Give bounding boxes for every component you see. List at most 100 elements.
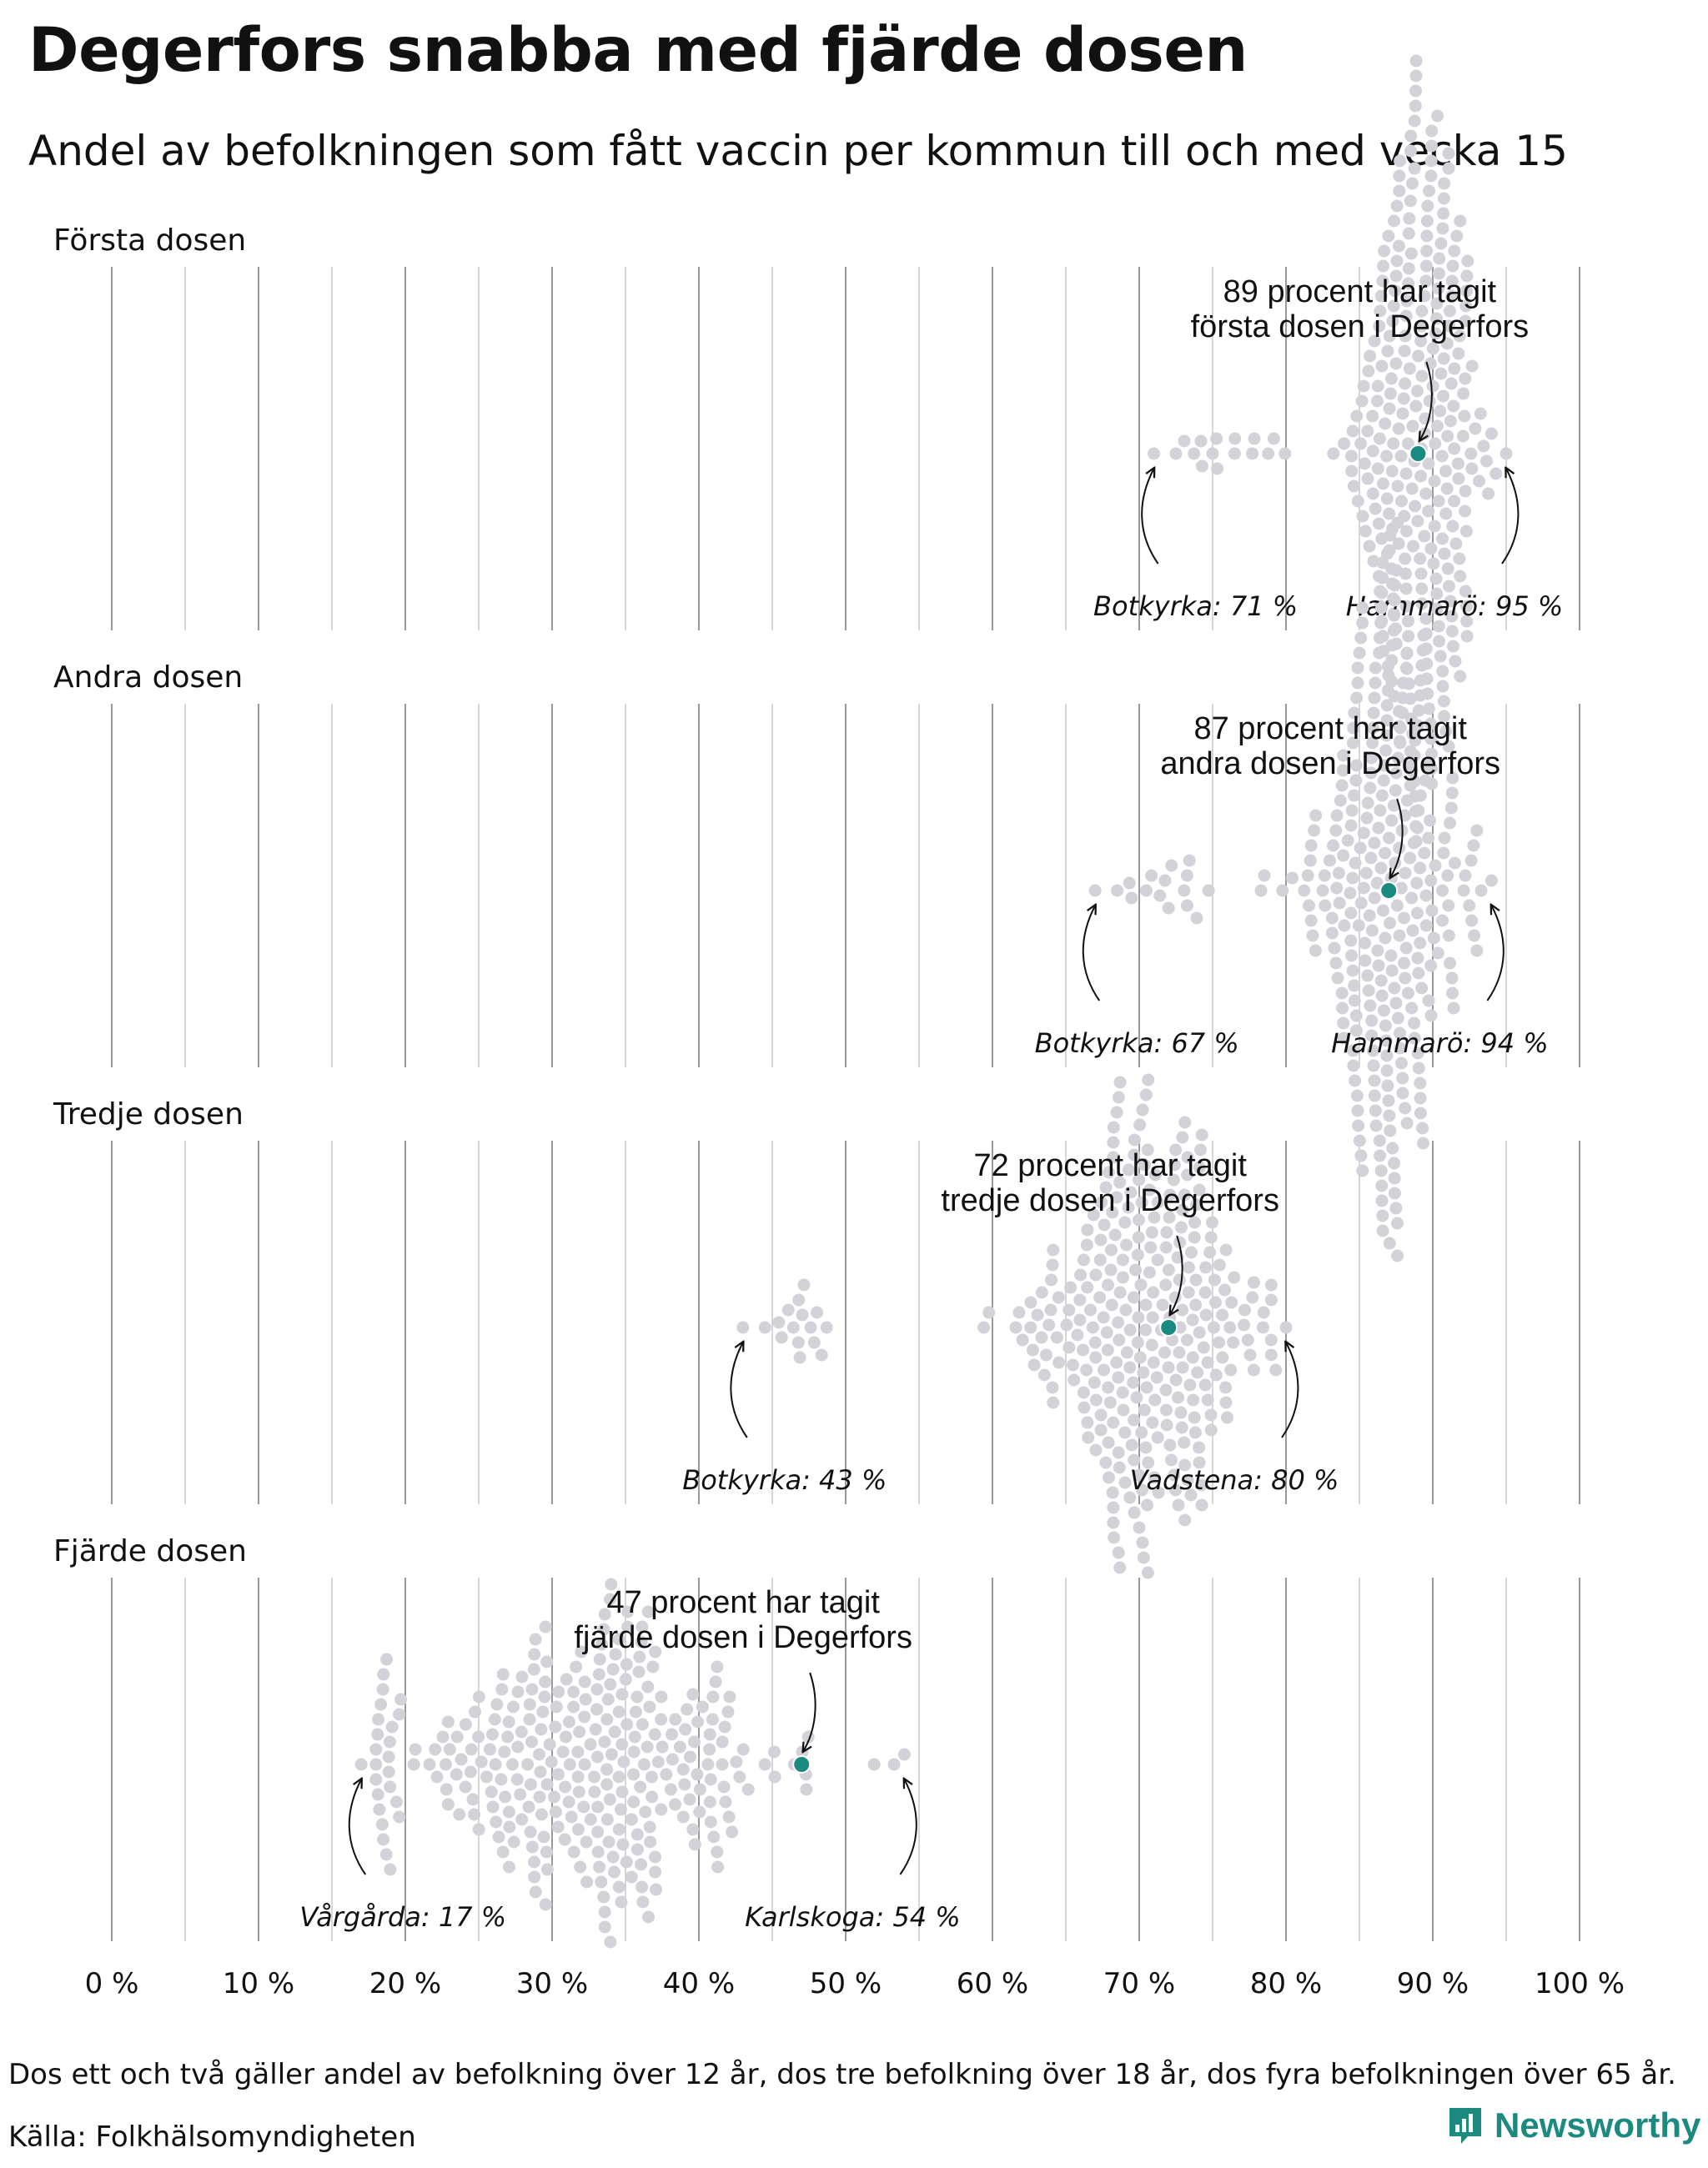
municipality-dot [977, 1321, 991, 1334]
municipality-dot [1267, 432, 1280, 445]
municipality-dot [1400, 524, 1413, 538]
municipality-dot [1202, 884, 1215, 897]
municipality-dot [1473, 474, 1485, 488]
brand-logo[interactable]: Newsworthy [1446, 2105, 1700, 2146]
municipality-dot [1399, 582, 1413, 595]
municipality-dot [635, 1635, 648, 1649]
municipality-dot [1181, 899, 1193, 912]
municipality-dot [1410, 906, 1424, 920]
municipality-dot [1162, 1361, 1175, 1374]
municipality-dot [590, 1683, 604, 1696]
municipality-dot [656, 1740, 669, 1754]
municipality-dot [1219, 1381, 1232, 1394]
municipality-dot [1148, 447, 1161, 460]
municipality-dot [635, 1718, 649, 1731]
municipality-dot [703, 1743, 716, 1756]
municipality-dot [1124, 1186, 1138, 1199]
municipality-dot [628, 1730, 641, 1744]
municipality-dot [1189, 1298, 1203, 1312]
municipality-dot [1452, 472, 1465, 485]
municipality-dot [1145, 1226, 1158, 1239]
municipality-dot [1383, 1237, 1396, 1250]
municipality-dot [1194, 1143, 1207, 1157]
municipality-dot [1404, 194, 1417, 208]
municipality-dot [525, 1735, 538, 1749]
degerfors-dot[interactable] [1159, 1318, 1178, 1337]
municipality-dot [620, 1855, 633, 1869]
municipality-dot [1227, 1336, 1240, 1349]
municipality-dot [1365, 1029, 1379, 1042]
municipality-dot [511, 1740, 525, 1754]
municipality-dot [574, 1860, 587, 1874]
degerfors-dot[interactable] [1409, 444, 1428, 463]
municipality-dot [1415, 659, 1429, 672]
municipality-dot [503, 1820, 516, 1834]
municipality-dot [1391, 479, 1404, 493]
municipality-dot [1123, 876, 1136, 890]
municipality-dot [1146, 1311, 1159, 1324]
municipality-dot [1431, 419, 1444, 433]
municipality-dot [1389, 784, 1402, 797]
municipality-dot [1356, 616, 1369, 630]
municipality-dot [1397, 392, 1410, 405]
min-label: Botkyrka: 43 % [682, 1464, 887, 1496]
municipality-dot [1112, 1316, 1125, 1329]
municipality-dot [1098, 1218, 1111, 1232]
municipality-dot [535, 1808, 548, 1821]
municipality-dot [538, 1690, 551, 1704]
municipality-dot [484, 1743, 496, 1756]
municipality-dot [1178, 1436, 1191, 1449]
municipality-dot [486, 1800, 500, 1814]
municipality-dot [641, 1680, 655, 1694]
callout-line-1: 89 procent har tagit [1223, 274, 1497, 309]
municipality-dot [1356, 509, 1369, 523]
municipality-dot [1459, 504, 1472, 518]
municipality-dot [1064, 1281, 1078, 1294]
municipality-dot [1393, 184, 1406, 198]
degerfors-dot[interactable] [792, 1755, 811, 1774]
municipality-dot [1389, 766, 1403, 780]
municipality-dot [1156, 1298, 1169, 1312]
municipality-dot [440, 1783, 453, 1796]
municipality-dot [1442, 147, 1455, 160]
municipality-dot [1238, 1318, 1250, 1332]
municipality-dot [646, 1790, 659, 1804]
municipality-dot [1380, 699, 1394, 712]
municipality-dot [800, 1783, 813, 1796]
municipality-dot [1176, 1361, 1189, 1374]
municipality-dot [1349, 774, 1363, 787]
municipality-dot [1206, 447, 1219, 460]
municipality-dot [1045, 1273, 1057, 1287]
municipality-dot [1133, 1118, 1147, 1132]
municipality-dot [1373, 319, 1386, 333]
min-label: Botkyrka: 67 % [1035, 1027, 1239, 1059]
municipality-dot [1415, 582, 1429, 595]
municipality-dot [1088, 884, 1102, 897]
municipality-dot [1377, 904, 1389, 917]
municipality-dot [1338, 437, 1351, 450]
municipality-dot [681, 1703, 694, 1716]
municipality-dot [1369, 676, 1382, 690]
municipality-dot [1136, 1103, 1149, 1117]
municipality-dot [1208, 1321, 1220, 1334]
municipality-dot [1345, 464, 1359, 478]
degerfors-dot[interactable] [1379, 881, 1399, 900]
municipality-dot [655, 1690, 668, 1704]
municipality-dot [649, 1850, 661, 1864]
municipality-dot [567, 1845, 580, 1859]
municipality-dot [1442, 162, 1455, 175]
municipality-dot [529, 1633, 542, 1646]
municipality-dot [1391, 1249, 1404, 1262]
municipality-dot [1325, 911, 1339, 925]
municipality-dot [385, 1720, 399, 1734]
municipality-dot [584, 1813, 597, 1826]
municipality-dot [1160, 1226, 1173, 1239]
callout-line-2: andra dosen i Degerfors [1160, 746, 1500, 781]
municipality-dot [1417, 1137, 1429, 1150]
municipality-dot [1412, 966, 1425, 980]
municipality-dot [1112, 1091, 1125, 1104]
municipality-dot [1424, 542, 1438, 555]
municipality-dot [1446, 259, 1459, 273]
municipality-dot [1447, 1001, 1460, 1015]
municipality-dot [1449, 537, 1463, 550]
